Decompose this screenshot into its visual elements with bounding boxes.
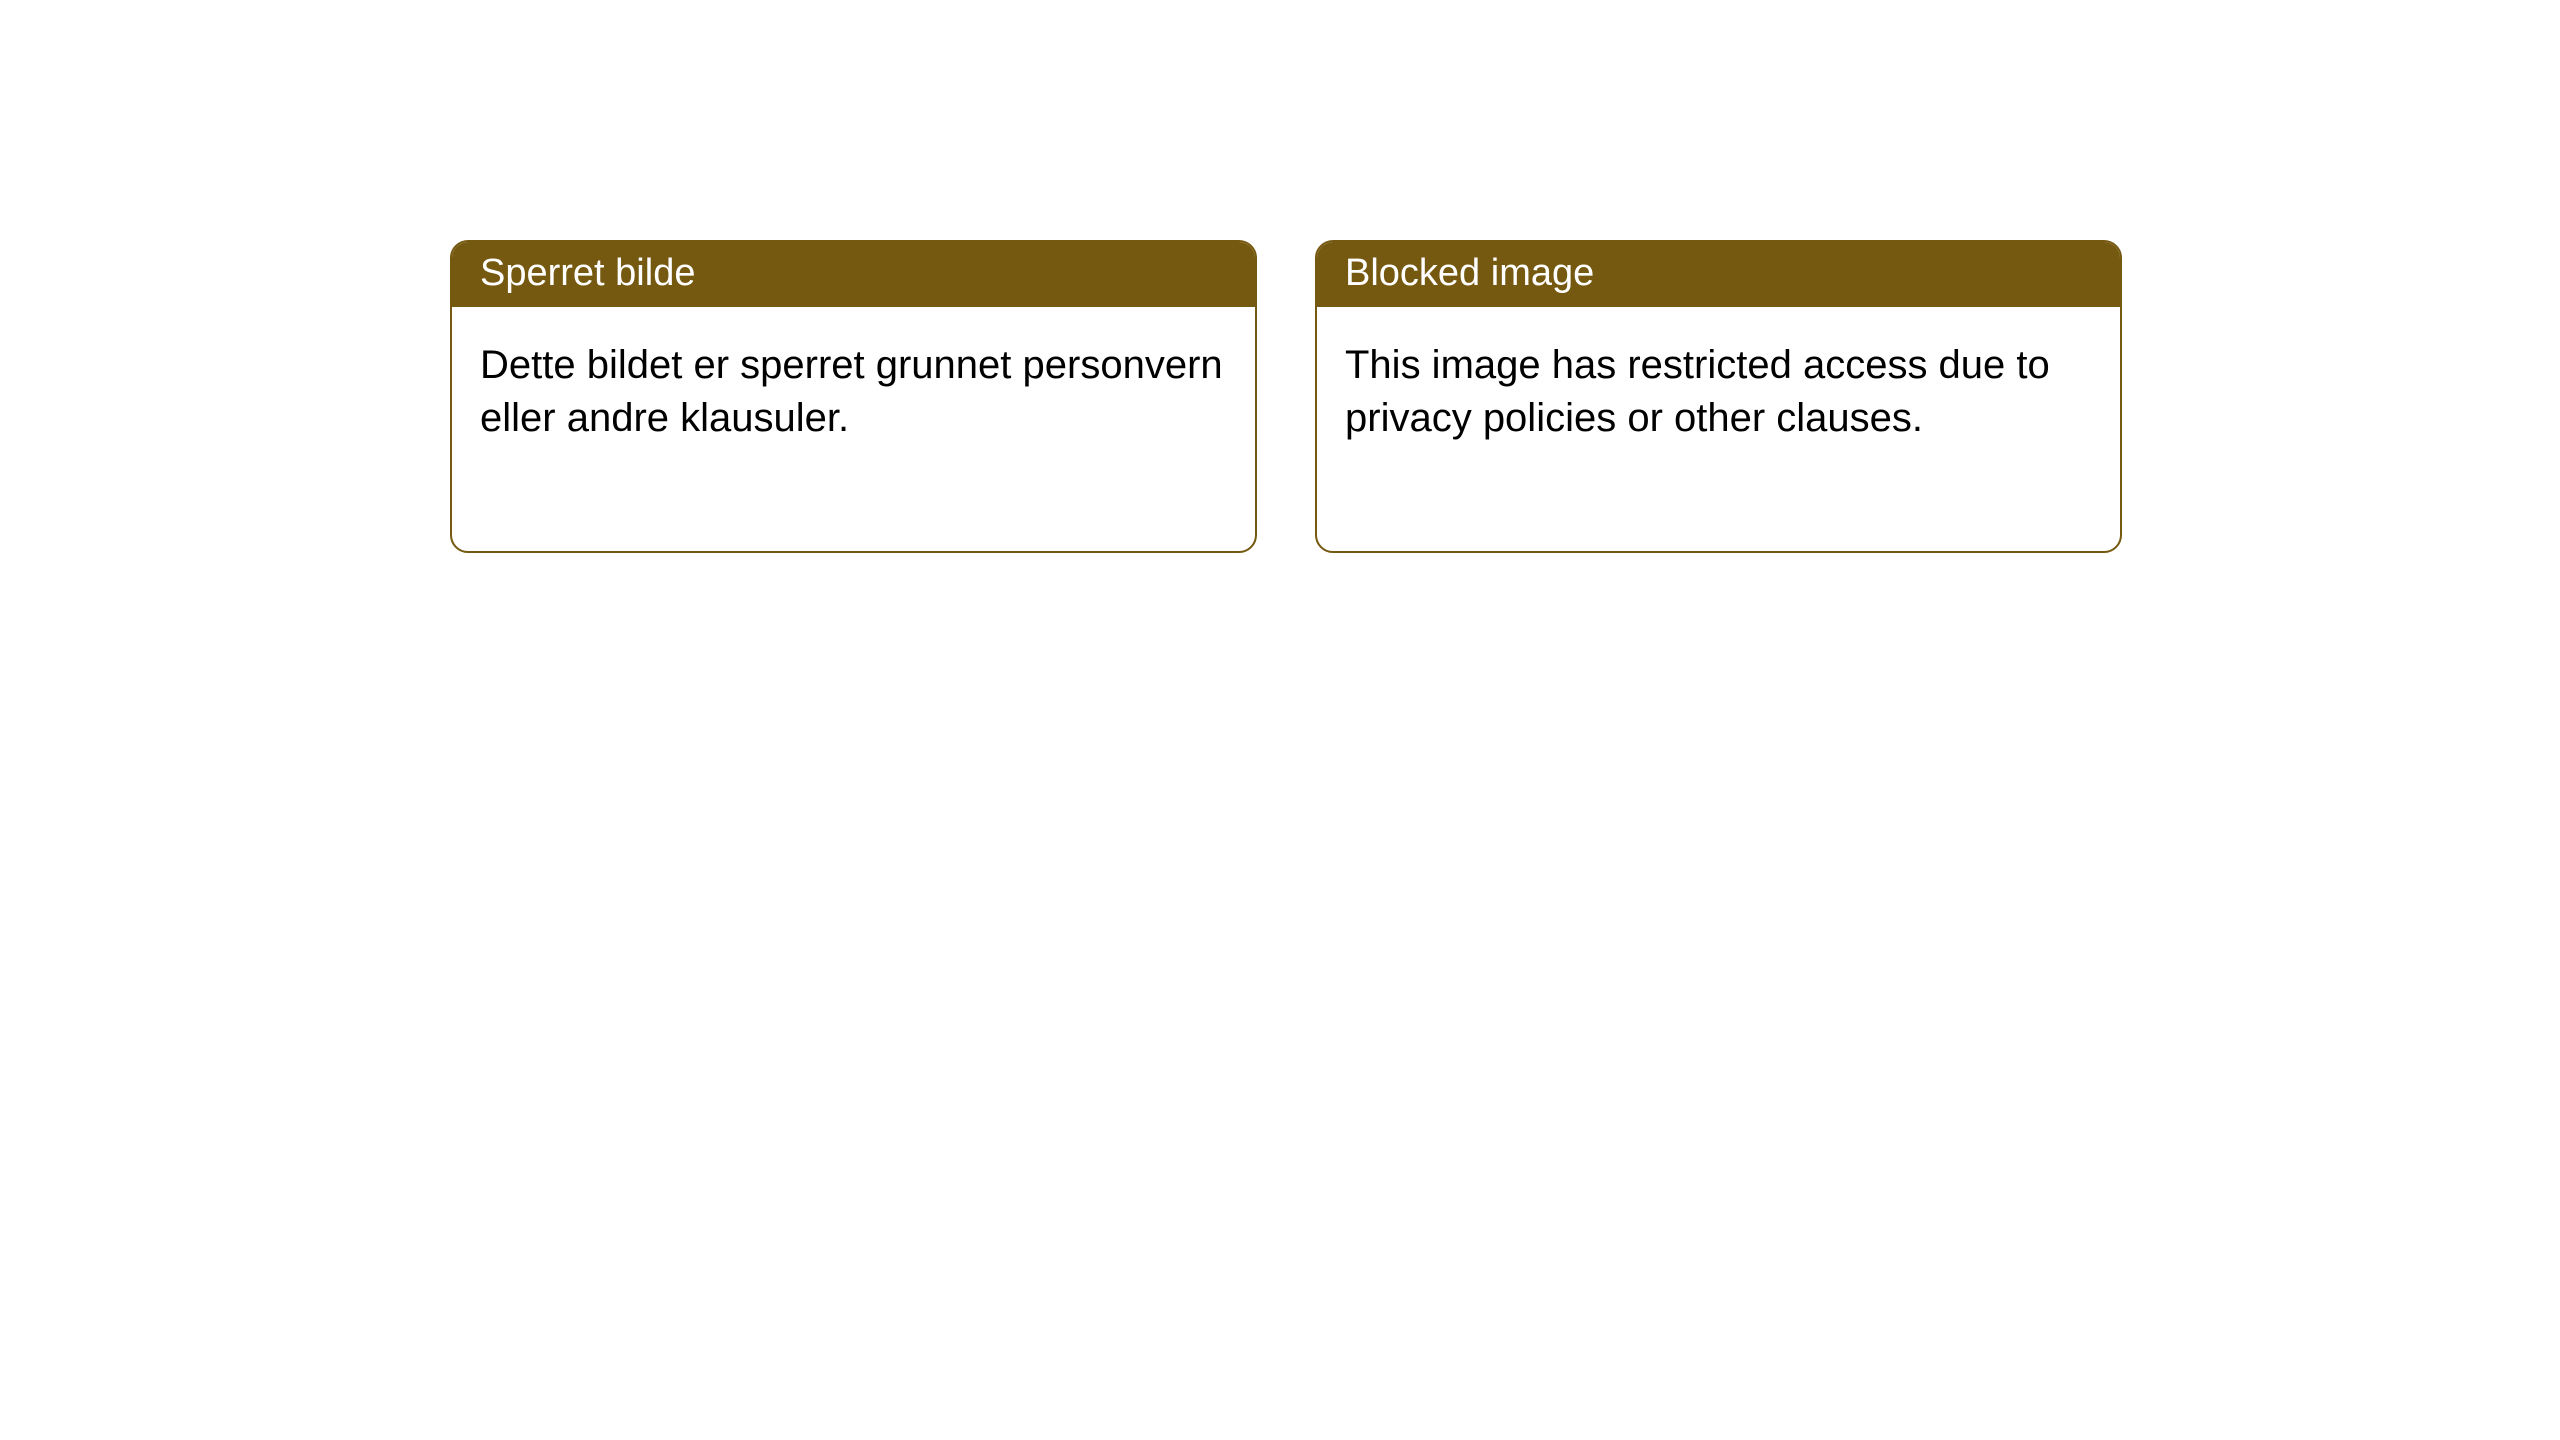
notice-body-norwegian: Dette bildet er sperret grunnet personve… bbox=[452, 307, 1255, 551]
notice-body-english: This image has restricted access due to … bbox=[1317, 307, 2120, 551]
notice-title-norwegian: Sperret bilde bbox=[452, 242, 1255, 307]
notice-card-english: Blocked image This image has restricted … bbox=[1315, 240, 2122, 553]
notice-card-norwegian: Sperret bilde Dette bildet er sperret gr… bbox=[450, 240, 1257, 553]
notice-title-english: Blocked image bbox=[1317, 242, 2120, 307]
notice-container: Sperret bilde Dette bildet er sperret gr… bbox=[0, 0, 2560, 553]
